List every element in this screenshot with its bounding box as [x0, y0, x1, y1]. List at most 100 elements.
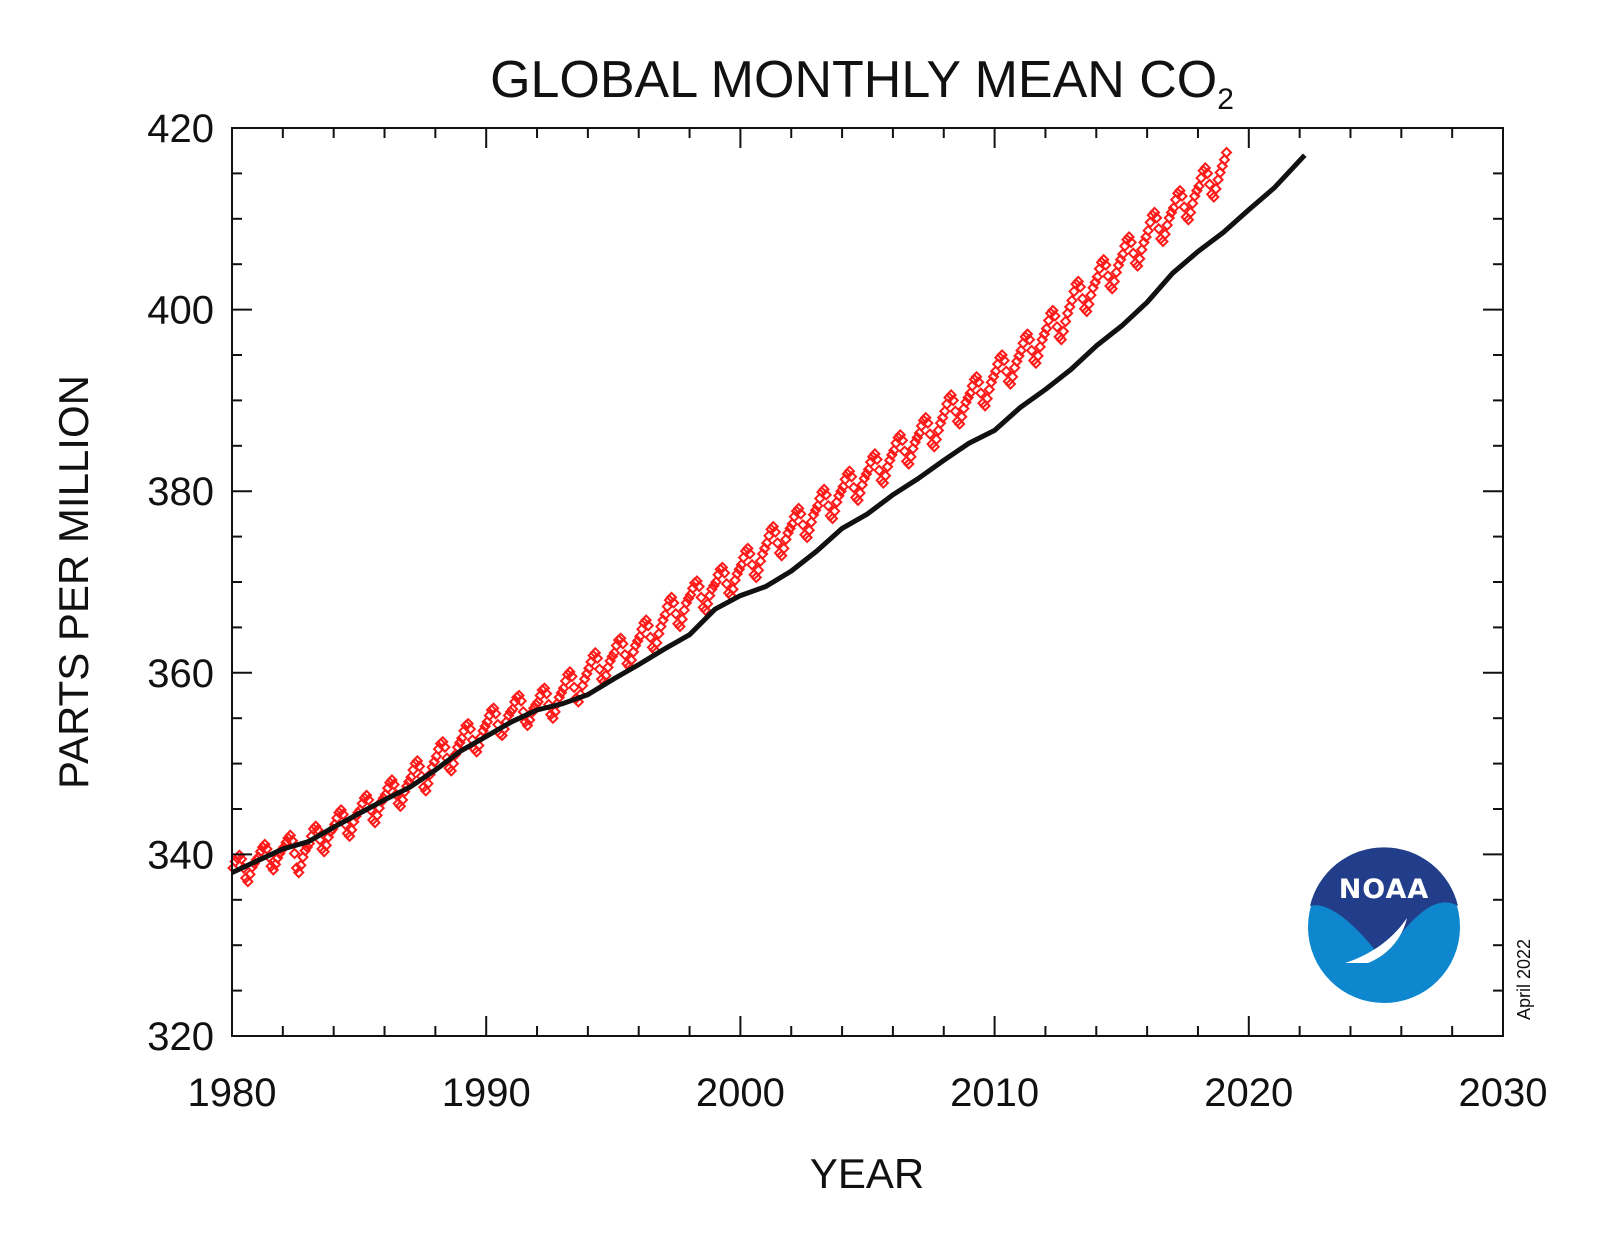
monthly-mean-point: [436, 735, 449, 748]
monthly-mean-point: [1004, 378, 1017, 390]
monthly-mean-point: [506, 703, 519, 716]
y-axis-title: PARTS PER MILLION: [50, 375, 97, 789]
monthly-mean-point: [519, 715, 532, 728]
monthly-mean-point: [606, 650, 619, 663]
monthly-mean-point: [983, 383, 996, 396]
monthly-mean-point: [1142, 224, 1155, 237]
monthly-mean-point: [822, 499, 835, 512]
monthly-mean-point: [447, 757, 460, 770]
monthly-mean-point: [928, 440, 941, 453]
monthly-mean-point: [265, 860, 278, 873]
monthly-mean-point: [1057, 325, 1070, 338]
monthly-mean-point: [464, 723, 477, 736]
monthly-mean-point: [489, 707, 502, 720]
monthly-mean-point: [735, 558, 748, 571]
monthly-mean-point: [538, 682, 551, 695]
monthly-mean-point: [947, 394, 960, 407]
monthly-mean-point: [974, 387, 987, 400]
monthly-mean-point: [1040, 322, 1053, 335]
x-tick-label: 1990: [442, 1071, 531, 1115]
monthly-mean-point: [337, 808, 350, 821]
noaa-logo-text: NOAA: [1339, 874, 1430, 905]
monthly-mean-point: [898, 445, 911, 458]
monthly-mean-point: [411, 754, 424, 767]
monthly-mean-point: [487, 702, 500, 715]
monthly-mean-point: [786, 517, 799, 530]
monthly-mean-point: [1082, 298, 1095, 311]
monthly-mean-point: [608, 646, 621, 659]
monthly-mean-point: [386, 774, 398, 786]
monthly-mean-point: [1032, 349, 1044, 362]
monthly-mean-point: [741, 542, 754, 555]
monthly-mean-point: [557, 682, 570, 695]
monthly-mean-point: [589, 646, 602, 659]
monthly-mean-point: [1174, 184, 1186, 197]
monthly-mean-point: [669, 607, 682, 620]
monthly-mean-point: [309, 820, 322, 833]
monthly-mean-point: [1218, 153, 1231, 166]
monthly-mean-point: [826, 512, 839, 525]
monthly-mean-point: [843, 465, 856, 478]
monthly-mean-point: [871, 453, 883, 466]
monthly-mean-point: [1201, 167, 1214, 180]
monthly-mean-point: [455, 732, 468, 745]
monthly-mean-point: [244, 868, 256, 881]
trend-line: [230, 153, 1307, 875]
monthly-mean-point: [1207, 191, 1220, 203]
monthly-mean-point: [1074, 280, 1087, 293]
y-tick-label: 400: [147, 289, 214, 333]
monthly-mean-point: [894, 428, 907, 441]
monthly-mean-point: [996, 349, 1008, 361]
x-tick-label: 2010: [950, 1071, 1039, 1115]
x-tick-label: 2030: [1459, 1071, 1548, 1115]
monthly-mean-point: [445, 764, 458, 777]
monthly-mean-point: [691, 575, 703, 588]
monthly-mean-point: [1029, 357, 1042, 370]
monthly-mean-point: [877, 477, 890, 489]
monthly-mean-point: [930, 433, 943, 446]
monthly-mean-point: [1161, 219, 1174, 232]
monthly-mean-point: [868, 448, 881, 460]
monthly-mean-point: [1068, 285, 1080, 298]
monthly-mean-point: [659, 608, 672, 621]
monthly-mean-point: [1055, 333, 1068, 346]
monthly-mean-point: [1220, 146, 1233, 159]
monthly-mean-point: [1049, 310, 1061, 322]
monthly-mean-point: [1210, 182, 1222, 195]
monthly-mean-point: [566, 670, 578, 683]
monthly-mean-point: [811, 499, 824, 512]
monthly-mean-point: [290, 862, 303, 874]
monthly-mean-point: [1144, 216, 1157, 229]
y-tick-label: 360: [147, 652, 214, 696]
monthly-mean-point: [1072, 275, 1085, 288]
monthly-mean-point: [299, 844, 312, 857]
monthly-mean-point: [862, 463, 875, 476]
monthly-mean-point: [1212, 173, 1224, 186]
monthly-mean-point: [746, 558, 758, 571]
monthly-mean-point: [422, 777, 434, 790]
monthly-mean-point: [921, 417, 934, 430]
monthly-mean-point: [1148, 206, 1161, 219]
monthly-mean-point: [1000, 365, 1013, 378]
monthly-mean-point: [775, 549, 788, 562]
monthly-mean-point: [981, 392, 994, 405]
monthly-mean-point: [1065, 294, 1078, 307]
monthly-mean-point: [720, 577, 733, 590]
monthly-mean-point: [563, 665, 576, 678]
monthly-mean-point: [642, 619, 655, 632]
monthly-mean-point: [820, 488, 833, 501]
monthly-mean-point: [955, 410, 968, 423]
monthly-mean-point: [362, 794, 375, 806]
monthly-mean-point: [767, 520, 780, 533]
monthly-mean-point: [1015, 344, 1027, 357]
monthly-mean-point: [544, 708, 557, 721]
monthly-mean-point: [515, 695, 528, 707]
monthly-mean-point: [964, 387, 977, 400]
monthly-mean-point: [614, 632, 627, 645]
monthly-mean-point: [549, 705, 561, 718]
monthly-mean-point: [932, 424, 945, 437]
monthly-mean-point: [1076, 292, 1089, 305]
monthly-mean-point: [1150, 211, 1163, 224]
data-layer: [227, 146, 1307, 888]
